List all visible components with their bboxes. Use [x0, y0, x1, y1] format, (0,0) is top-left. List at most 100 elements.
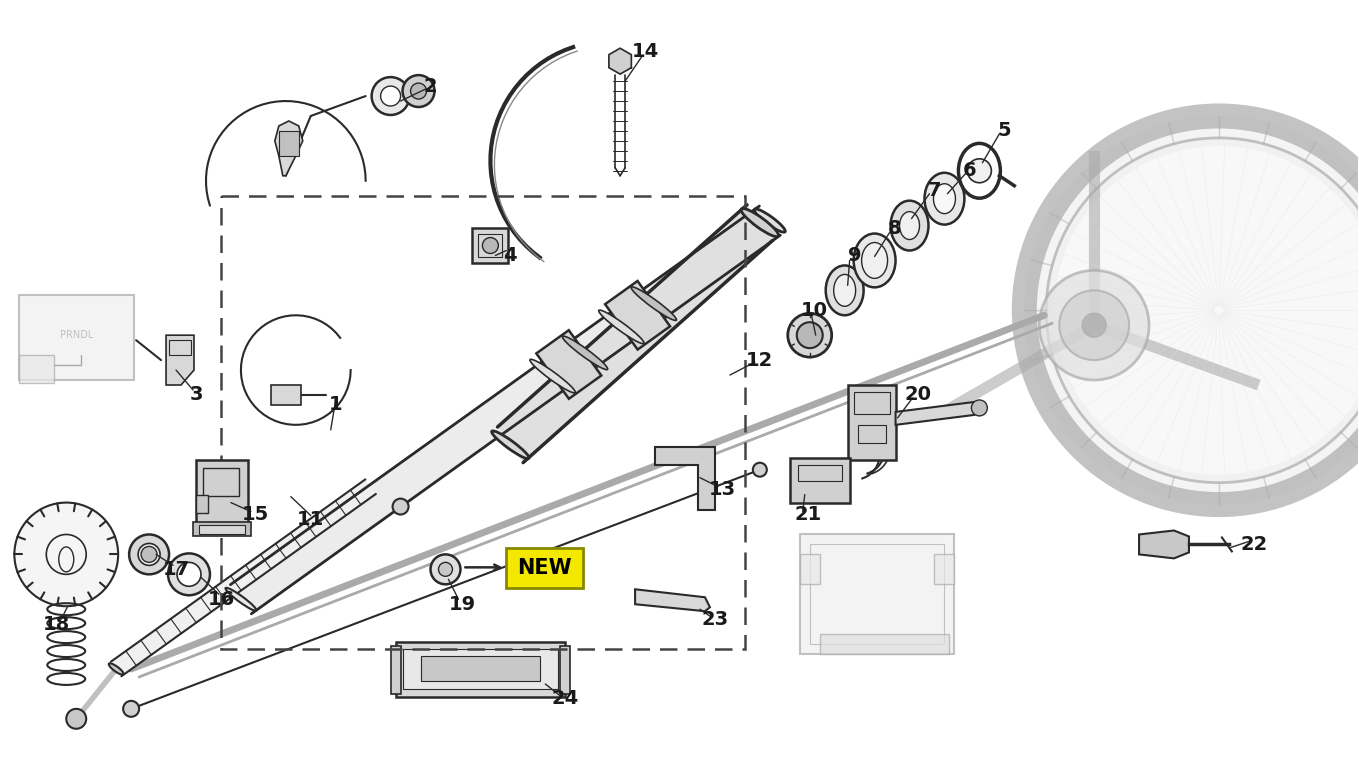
Polygon shape [275, 121, 303, 176]
Ellipse shape [599, 310, 644, 343]
Bar [848, 385, 896, 460]
Text: 16: 16 [208, 590, 235, 608]
Ellipse shape [853, 233, 896, 288]
Ellipse shape [129, 535, 169, 574]
Circle shape [1040, 270, 1150, 380]
Circle shape [1046, 138, 1359, 483]
Ellipse shape [169, 553, 209, 595]
Text: 4: 4 [504, 246, 518, 265]
Ellipse shape [754, 209, 786, 232]
Ellipse shape [492, 431, 529, 459]
Circle shape [439, 563, 453, 577]
Text: 7: 7 [928, 181, 942, 200]
Circle shape [968, 159, 991, 183]
Text: 8: 8 [887, 219, 901, 238]
Circle shape [753, 463, 766, 477]
Bar [402, 649, 559, 689]
Circle shape [67, 709, 86, 728]
Circle shape [15, 502, 118, 606]
Bar [390, 646, 401, 694]
Ellipse shape [890, 201, 928, 250]
Circle shape [402, 75, 435, 107]
Text: 15: 15 [242, 505, 269, 524]
Text: 1: 1 [329, 395, 342, 415]
Polygon shape [166, 336, 194, 385]
Bar [196, 460, 247, 525]
Text: 14: 14 [632, 42, 659, 60]
Polygon shape [537, 330, 601, 399]
Ellipse shape [226, 587, 257, 611]
Text: 18: 18 [42, 615, 69, 634]
Text: 9: 9 [848, 246, 862, 265]
Circle shape [482, 238, 499, 253]
Bar [222, 196, 745, 649]
Ellipse shape [631, 287, 677, 320]
Text: 3: 3 [189, 385, 202, 405]
Text: 19: 19 [448, 594, 476, 614]
Ellipse shape [371, 78, 409, 115]
Text: 21: 21 [794, 505, 821, 524]
Bar [202, 467, 239, 495]
Bar [478, 233, 503, 257]
Ellipse shape [924, 173, 965, 225]
Ellipse shape [741, 208, 779, 236]
Bar [799, 554, 819, 584]
Ellipse shape [139, 543, 160, 565]
Text: 13: 13 [708, 480, 735, 499]
Bar [799, 535, 954, 654]
Bar [560, 646, 571, 694]
Ellipse shape [530, 360, 575, 393]
Bar [19, 355, 54, 383]
Polygon shape [655, 446, 715, 509]
Text: 22: 22 [1241, 535, 1268, 554]
FancyBboxPatch shape [507, 549, 583, 588]
Ellipse shape [833, 274, 856, 306]
Bar [198, 525, 245, 535]
Circle shape [1059, 291, 1129, 360]
Polygon shape [896, 402, 980, 425]
Bar [193, 522, 251, 536]
Bar [196, 494, 208, 512]
Text: 2: 2 [424, 77, 438, 95]
Circle shape [124, 701, 139, 717]
Bar [19, 295, 135, 380]
Circle shape [972, 400, 988, 416]
Ellipse shape [381, 86, 401, 106]
Bar [853, 392, 890, 414]
Polygon shape [231, 206, 780, 614]
Text: 11: 11 [298, 510, 325, 529]
Text: NEW: NEW [516, 558, 572, 578]
Bar [270, 385, 300, 405]
Bar [169, 340, 192, 355]
Bar [395, 642, 565, 697]
Text: 24: 24 [552, 690, 579, 708]
Circle shape [788, 313, 832, 357]
Text: 23: 23 [701, 610, 728, 629]
Circle shape [393, 498, 409, 515]
Text: 20: 20 [904, 385, 931, 405]
Bar [935, 554, 954, 584]
Polygon shape [609, 48, 632, 74]
Circle shape [1082, 313, 1106, 337]
Circle shape [431, 554, 461, 584]
Bar [798, 465, 841, 480]
Circle shape [410, 83, 427, 99]
Bar [810, 544, 945, 644]
Ellipse shape [177, 563, 201, 586]
Polygon shape [635, 589, 709, 611]
Ellipse shape [563, 336, 607, 370]
Text: 17: 17 [163, 560, 190, 579]
Ellipse shape [934, 184, 955, 214]
Bar [858, 425, 886, 443]
Text: 12: 12 [746, 350, 773, 370]
Circle shape [141, 546, 158, 563]
Text: 10: 10 [802, 301, 828, 320]
Text: 6: 6 [962, 161, 976, 181]
Bar [279, 131, 299, 156]
Bar [473, 228, 508, 264]
Circle shape [796, 322, 822, 348]
Polygon shape [111, 480, 376, 677]
Circle shape [1055, 146, 1359, 474]
Text: PRNDL: PRNDL [60, 330, 92, 340]
Ellipse shape [826, 266, 863, 315]
